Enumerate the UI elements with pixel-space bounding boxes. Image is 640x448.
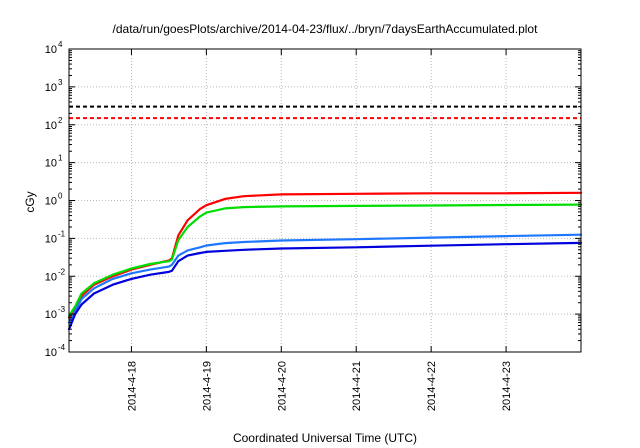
y-tick-exponent: -1 xyxy=(58,229,66,238)
y-axis-title: cGy xyxy=(23,191,37,212)
y-tick-exponent: 4 xyxy=(58,40,63,49)
x-axis: 2014-4-18 2014-4-19 2014-4-20 2014-4-21 2014… xyxy=(126,49,513,411)
x-tick-label: 2014-4-23 xyxy=(501,361,513,411)
y-tick-label: 10 xyxy=(45,309,57,321)
x-tick-label: 2014-4-22 xyxy=(426,361,438,411)
grid xyxy=(69,49,581,352)
y-tick-exponent: -3 xyxy=(58,305,66,314)
y-tick-label: 10 xyxy=(45,158,57,170)
series-line xyxy=(67,233,583,324)
x-axis-title: Coordinated Universal Time (UTC) xyxy=(233,431,417,445)
y-tick-label: 10 xyxy=(45,120,57,132)
y-tick-label: 10 xyxy=(45,347,57,359)
reference-lines xyxy=(69,105,581,120)
x-tick-label: 2014-4-18 xyxy=(126,361,138,411)
y-tick-label: 10 xyxy=(45,82,57,94)
x-tick-label: 2014-4-19 xyxy=(201,361,213,411)
y-tick-exponent: -2 xyxy=(58,267,66,276)
series-lines xyxy=(67,191,583,331)
chart-title: /data/run/goesPlots/archive/2014-04-23/f… xyxy=(113,22,539,36)
x-tick-label: 2014-4-21 xyxy=(351,361,363,411)
y-tick-exponent: 0 xyxy=(58,192,63,201)
y-tick-label: 10 xyxy=(45,233,57,245)
y-tick-label: 10 xyxy=(45,44,57,56)
y-tick-exponent: 1 xyxy=(58,154,63,163)
series-line xyxy=(67,203,583,317)
y-tick-exponent: 2 xyxy=(58,116,63,125)
y-tick-label: 10 xyxy=(45,271,57,283)
y-tick-exponent: 3 xyxy=(58,78,63,87)
y-tick-label: 10 xyxy=(45,196,57,208)
x-tick-label: 2014-4-20 xyxy=(276,361,288,411)
y-tick-exponent: -4 xyxy=(58,343,66,352)
series-line xyxy=(67,241,583,331)
series-line xyxy=(67,191,583,319)
